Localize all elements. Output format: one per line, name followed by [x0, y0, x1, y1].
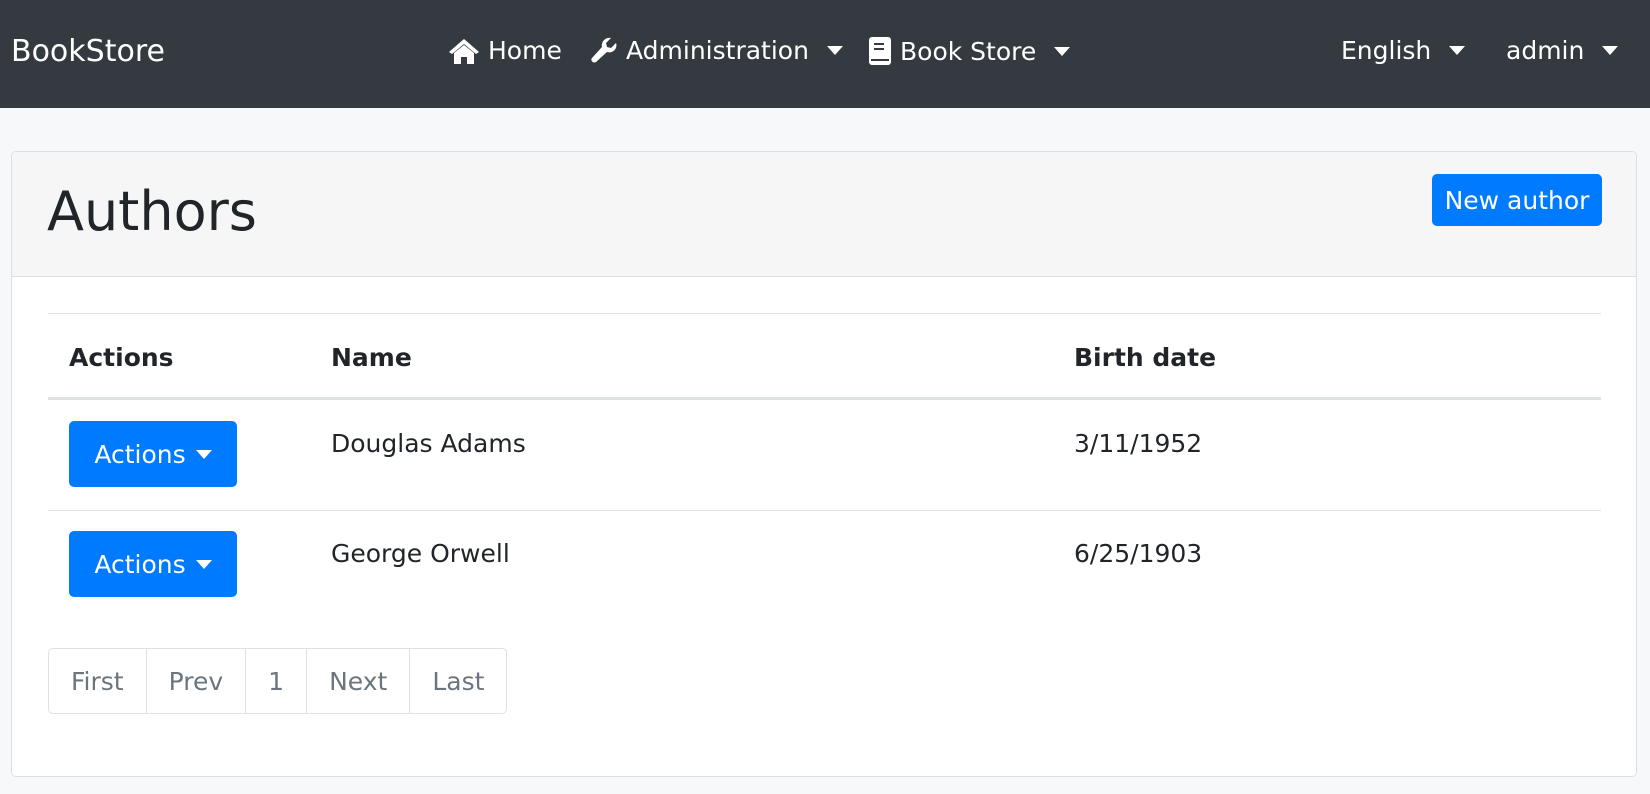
page-title: Authors — [47, 180, 257, 243]
author-birth-date: 3/11/1952 — [1074, 429, 1203, 458]
language-label: English — [1341, 36, 1432, 65]
page-first[interactable]: First — [71, 666, 124, 696]
header-birth-date[interactable]: Birth date — [1074, 343, 1217, 372]
authors-card: Authors New author Actions Name Birth da… — [11, 151, 1637, 777]
author-name: George Orwell — [331, 539, 510, 568]
divider — [48, 313, 1601, 314]
new-author-button[interactable]: New author — [1432, 174, 1602, 226]
navbar: BookStore Home Administration Book Store… — [0, 0, 1650, 108]
nav-administration-label: Administration — [626, 36, 809, 65]
caret-down-icon — [1449, 46, 1466, 55]
author-birth-date: 6/25/1903 — [1074, 539, 1203, 568]
caret-down-icon — [195, 559, 212, 569]
nav-home-label: Home — [488, 36, 562, 65]
actions-dropdown-button[interactable]: Actions — [69, 421, 237, 487]
actions-dropdown-button[interactable]: Actions — [69, 531, 237, 597]
header-actions: Actions — [69, 343, 174, 372]
brand-link[interactable]: BookStore — [11, 34, 165, 69]
language-dropdown[interactable]: English — [1341, 36, 1466, 65]
actions-label: Actions — [94, 439, 186, 469]
nav-book-store[interactable]: Book Store — [868, 36, 1071, 66]
book-icon — [869, 37, 891, 65]
page-prev[interactable]: Prev — [145, 649, 246, 713]
nav-administration[interactable]: Administration — [590, 36, 843, 65]
user-label: admin — [1506, 36, 1585, 65]
caret-down-icon — [826, 46, 843, 55]
actions-label: Actions — [94, 549, 186, 579]
caret-down-icon — [1602, 46, 1619, 55]
page-next[interactable]: Next — [306, 649, 409, 713]
header-name[interactable]: Name — [331, 343, 412, 372]
user-dropdown[interactable]: admin — [1506, 36, 1619, 65]
caret-down-icon — [1054, 46, 1071, 56]
card-header: Authors New author — [12, 152, 1636, 277]
home-icon — [449, 38, 479, 64]
wrench-icon — [591, 37, 617, 63]
pagination: First Prev 1 Next Last — [48, 648, 508, 714]
author-name: Douglas Adams — [331, 429, 526, 458]
page-last[interactable]: Last — [409, 649, 506, 713]
nav-home[interactable]: Home — [448, 36, 562, 65]
nav-book-store-label: Book Store — [900, 36, 1037, 66]
divider — [48, 397, 1601, 400]
page-1[interactable]: 1 — [245, 649, 306, 713]
divider — [48, 510, 1601, 511]
caret-down-icon — [195, 449, 212, 459]
